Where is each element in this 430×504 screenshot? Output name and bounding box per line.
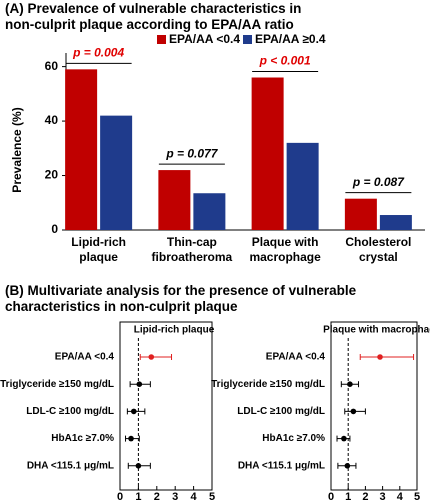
legend-label: EPA/AA ≥0.4 — [255, 32, 326, 46]
row-label: EPA/AA <0.4 — [266, 352, 326, 363]
x-tick-label: 4 — [397, 491, 404, 503]
odds-ratio-point — [341, 435, 347, 442]
plot-subtitle: Plaque with macrophage — [323, 325, 430, 336]
x-tick-label: 0 — [328, 491, 334, 503]
p-value: p < 0.001 — [259, 54, 311, 68]
bar — [193, 193, 226, 230]
bar — [251, 77, 284, 230]
plot-frame — [119, 321, 213, 491]
p-value: p = 0.004 — [72, 46, 124, 60]
x-tick-label: 0 — [117, 491, 123, 503]
bar — [379, 215, 412, 230]
x-tick-label: 3 — [172, 491, 178, 503]
odds-ratio-point — [148, 354, 155, 360]
y-axis-label: Prevalence (%) — [10, 107, 24, 192]
p-value: p = 0.077 — [165, 146, 218, 160]
x-tick-label: 5 — [414, 491, 420, 503]
odds-ratio-point — [135, 463, 142, 469]
odds-ratio-point — [377, 354, 383, 360]
odds-ratio-point — [350, 408, 357, 415]
x-tick-label: Thin-cap fibroatheroma — [152, 235, 233, 264]
y-tick-label: 20 — [45, 168, 59, 182]
x-axis-label: OR and 95% CI — [335, 503, 413, 504]
row-label: Triglyceride ≥150 mg/dL — [211, 379, 325, 390]
y-tick-label: 60 — [45, 59, 59, 73]
row-label: LDL-C ≥100 mg/dL — [26, 406, 114, 417]
bar — [65, 69, 98, 230]
x-tick-label: 2 — [154, 491, 160, 503]
row-label: HbA1c ≥7.0% — [262, 433, 325, 444]
x-tick-label: 4 — [191, 491, 198, 503]
bar — [158, 170, 191, 230]
x-tick-label: 3 — [380, 491, 386, 503]
x-tick-label: 1 — [345, 491, 351, 503]
legend-swatch — [243, 35, 252, 44]
odds-ratio-point — [344, 463, 351, 469]
legend-swatch — [157, 35, 166, 44]
bar — [344, 198, 377, 230]
row-label: EPA/AA <0.4 — [55, 352, 115, 363]
x-tick-label: 2 — [362, 491, 368, 503]
plot-subtitle: Lipid-rich plaque — [134, 325, 215, 336]
plot-frame — [330, 321, 418, 491]
x-axis-label: OR and 95% CI — [127, 503, 205, 504]
bar — [100, 115, 133, 230]
y-tick-label: 0 — [51, 222, 58, 236]
legend-label: EPA/AA <0.4 — [169, 32, 240, 46]
y-tick-label: 40 — [45, 113, 59, 127]
p-value: p = 0.087 — [352, 175, 405, 189]
row-label: DHA <115.1 μg/mL — [238, 460, 325, 471]
odds-ratio-point — [131, 408, 137, 415]
x-tick-label: Plaque with macrophage — [249, 235, 321, 264]
x-tick-label: 5 — [209, 491, 215, 503]
odds-ratio-point — [128, 435, 134, 442]
bar — [286, 142, 319, 230]
row-label: LDL-C ≥100 mg/dL — [237, 406, 325, 417]
x-tick-label: Cholesterol crystal — [345, 235, 411, 264]
x-tick-label: 1 — [135, 491, 141, 503]
row-label: HbA1c ≥7.0% — [51, 433, 114, 444]
chart-title: (B) Multivariate analysis for the presen… — [5, 283, 357, 314]
x-tick-label: Lipid-rich plaque — [71, 235, 126, 264]
odds-ratio-point — [136, 381, 143, 388]
chart-title: (A) Prevalence of vulnerable characteris… — [5, 1, 301, 32]
row-label: DHA <115.1 μg/mL — [27, 460, 114, 471]
odds-ratio-point — [347, 381, 353, 388]
row-label: Triglyceride ≥150 mg/dL — [0, 379, 114, 390]
